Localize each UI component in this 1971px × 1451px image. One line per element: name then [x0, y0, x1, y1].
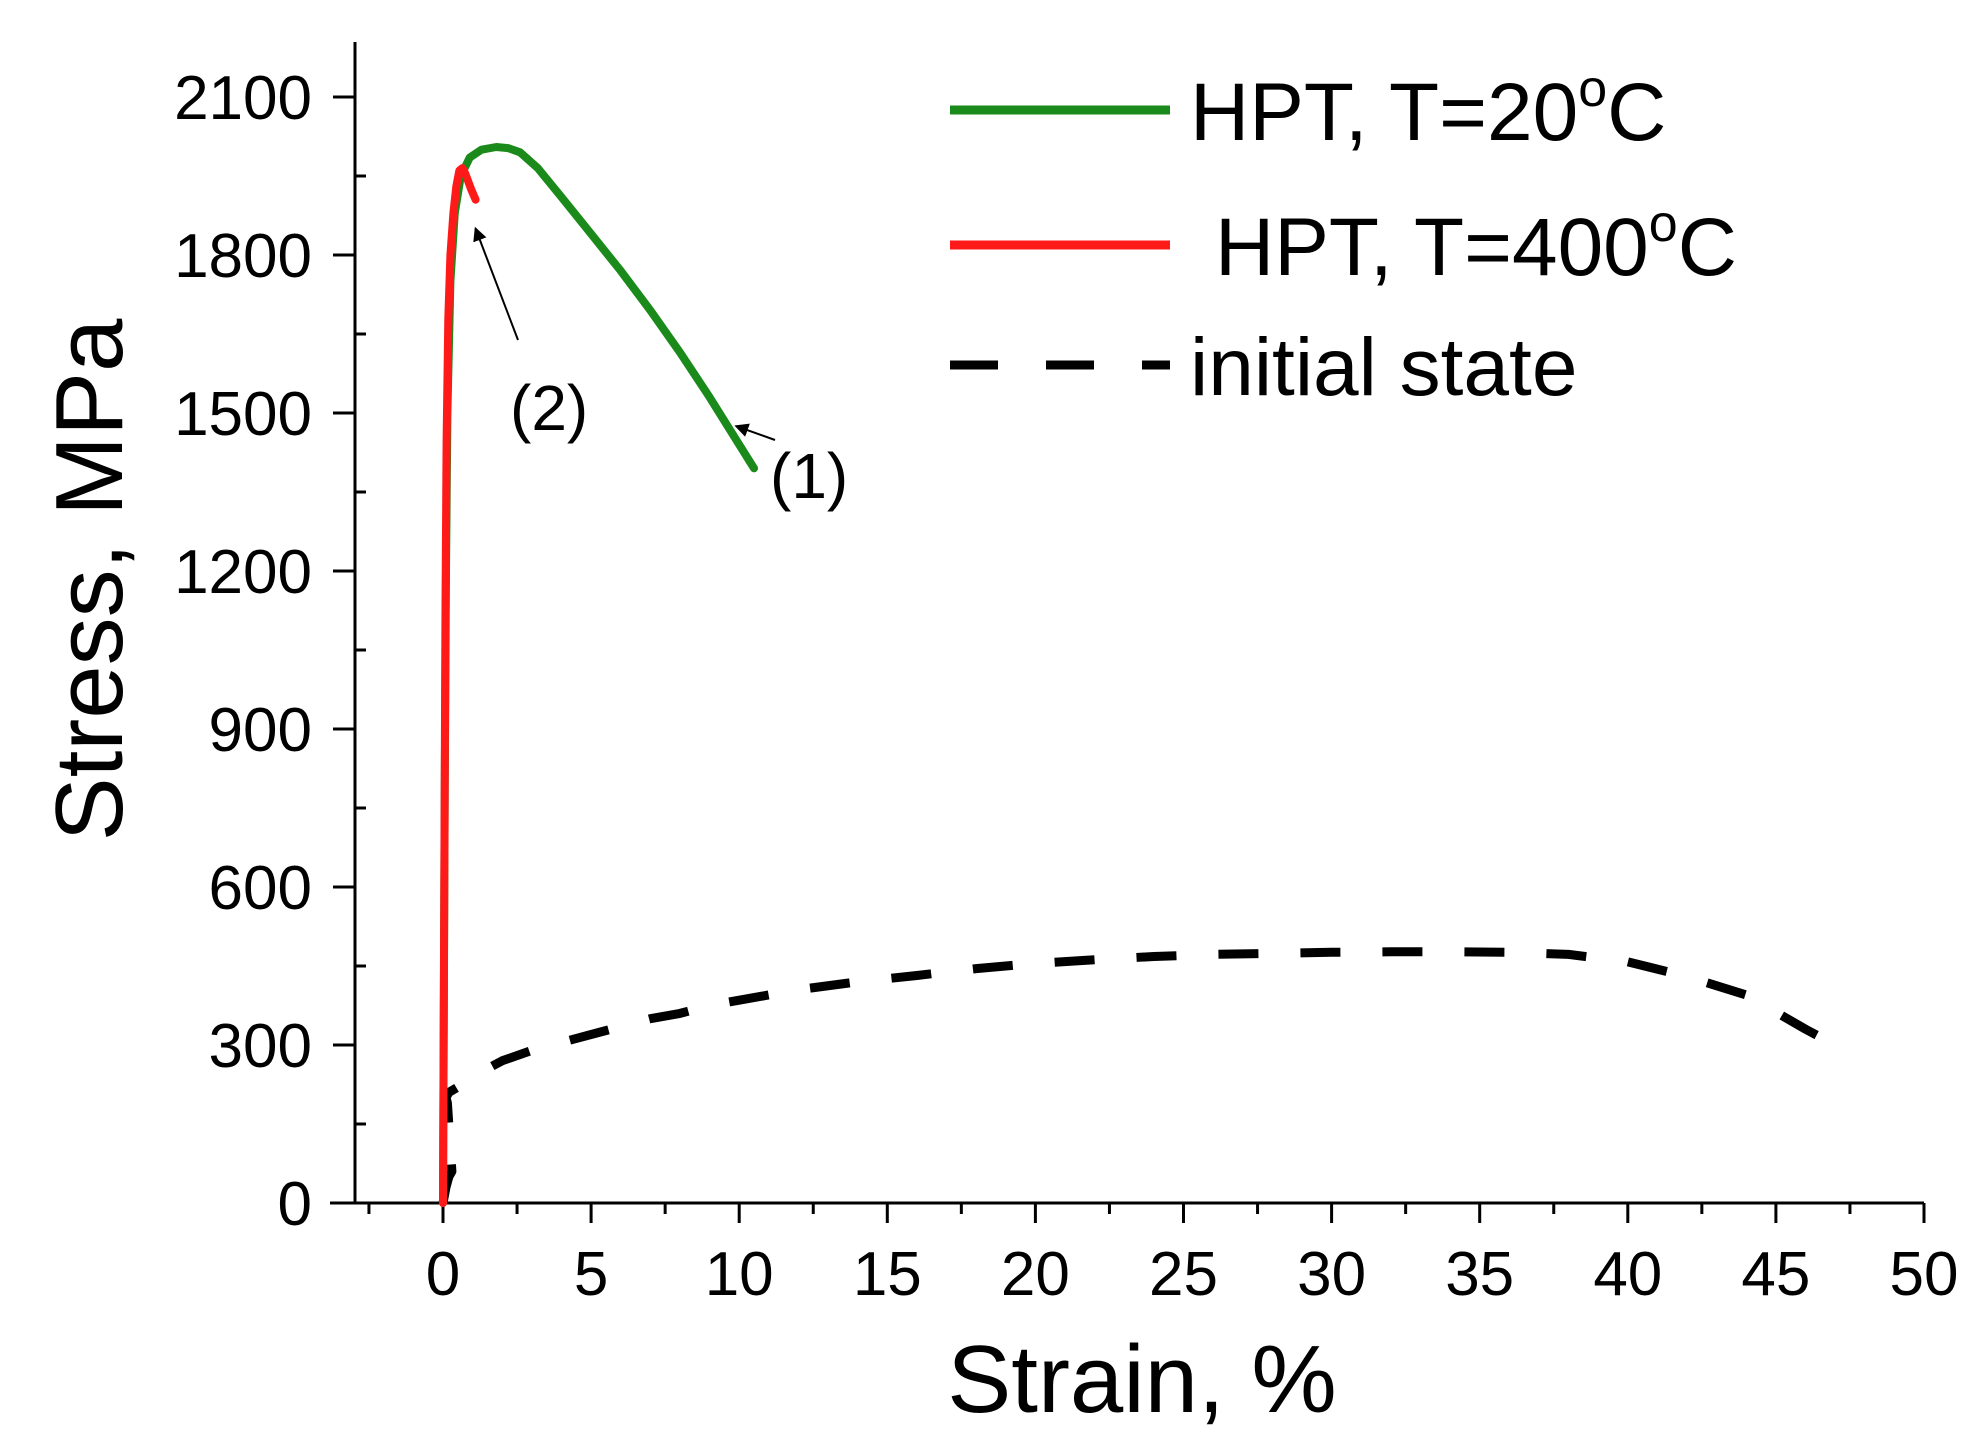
x-tick-label-5: 5: [574, 1240, 608, 1309]
annotation-arrow-1: [734, 423, 776, 441]
axis-tick-labels: 0 5 10 15 20 25 30 35 40 45 50 0 300 600 900 1200 1500 18…: [174, 64, 1958, 1309]
y-tick-label-600: 600: [209, 854, 312, 923]
y-tick-label-0: 0: [278, 1170, 312, 1239]
series-line-initial-state: [438, 947, 1853, 1204]
annotations: (1) (2): [473, 226, 848, 512]
x-tick-label-40: 40: [1593, 1240, 1662, 1309]
legend-label-hpt-20: HPT, T=20oC: [1190, 60, 1666, 158]
axis-ticks: [333, 95, 1926, 1223]
legend-label-initial-state: initial state: [1190, 322, 1577, 413]
series-line-hpt-t-20-c: [439, 143, 758, 1207]
y-tick-label-1500: 1500: [174, 380, 312, 449]
x-tick-label-30: 30: [1297, 1240, 1366, 1309]
x-tick-label-20: 20: [1001, 1240, 1070, 1309]
x-axis-title: Strain, %: [947, 1326, 1336, 1433]
y-tick-label-2100: 2100: [174, 64, 312, 133]
x-tick-label-50: 50: [1890, 1240, 1959, 1309]
y-tick-label-300: 300: [209, 1012, 312, 1081]
legend-label-hpt-20-sup: o: [1578, 60, 1607, 118]
series-lines: [438, 143, 1853, 1207]
legend: HPT, T=20oC HPT, T=400oC initial state: [950, 60, 1737, 413]
x-tick-label-15: 15: [853, 1240, 922, 1309]
y-tick-label-1200: 1200: [174, 538, 312, 607]
x-tick-label-25: 25: [1149, 1240, 1218, 1309]
y-tick-label-1800: 1800: [174, 222, 312, 291]
y-axis-title: Stress, MPa: [36, 318, 143, 841]
annotation-label-2: (2): [510, 372, 588, 444]
legend-label-hpt-400-unit: C: [1678, 202, 1737, 293]
annotation-label-1: (1): [770, 440, 848, 512]
legend-label-hpt-20-unit: C: [1607, 67, 1666, 158]
series-line-hpt-t-400-c: [439, 164, 480, 1207]
legend-label-hpt-20-main: HPT, T=20: [1190, 67, 1578, 158]
x-tick-label-10: 10: [705, 1240, 774, 1309]
x-tick-label-0: 0: [426, 1240, 460, 1309]
x-tick-label-35: 35: [1445, 1240, 1514, 1309]
annotation-arrow-2: [473, 226, 519, 341]
y-tick-label-900: 900: [209, 696, 312, 765]
x-tick-label-45: 45: [1741, 1240, 1810, 1309]
legend-label-hpt-400: HPT, T=400oC: [1215, 195, 1737, 293]
legend-label-hpt-400-main: HPT, T=400: [1215, 202, 1649, 293]
legend-label-hpt-400-sup: o: [1649, 195, 1678, 253]
